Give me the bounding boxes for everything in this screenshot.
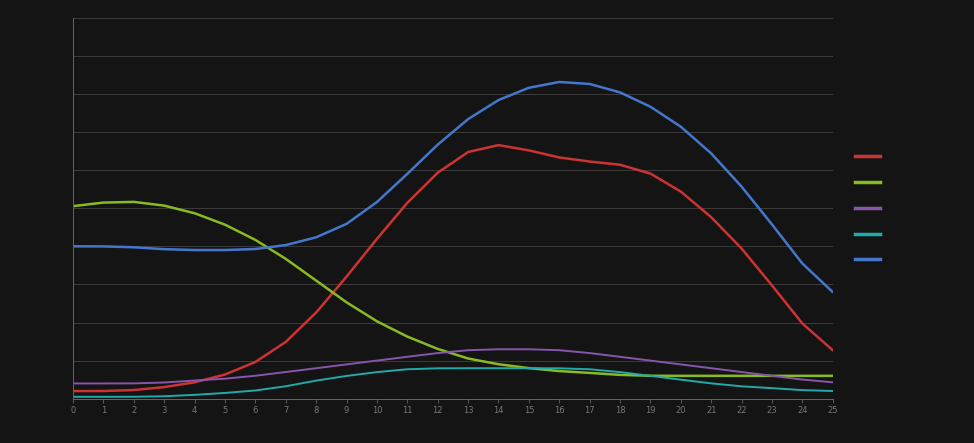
- Legend: , , , , : , , , ,: [855, 150, 891, 267]
